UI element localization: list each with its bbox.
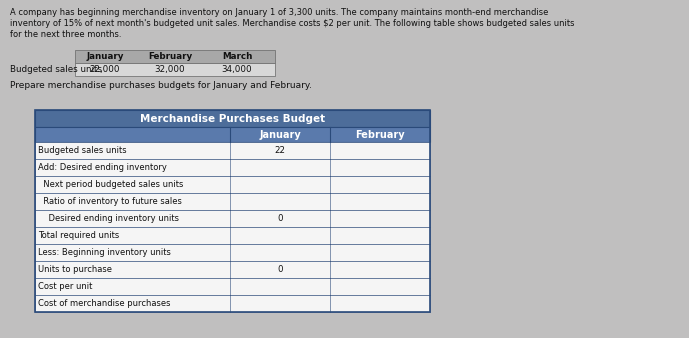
Text: 34,000: 34,000	[222, 65, 252, 74]
Text: Prepare merchandise purchases budgets for January and February.: Prepare merchandise purchases budgets fo…	[10, 81, 312, 90]
Text: 22,000: 22,000	[90, 65, 121, 74]
Text: Ratio of inventory to future sales: Ratio of inventory to future sales	[38, 197, 182, 206]
Text: 32,000: 32,000	[155, 65, 185, 74]
Text: March: March	[222, 52, 252, 61]
Text: Units to purchase: Units to purchase	[38, 265, 112, 274]
Text: February: February	[148, 52, 192, 61]
Text: Budgeted sales units: Budgeted sales units	[38, 146, 127, 155]
Bar	[35, 295, 430, 312]
Text: Less: Beginning inventory units: Less: Beginning inventory units	[38, 248, 171, 257]
Bar	[35, 227, 430, 244]
Bar	[35, 159, 430, 176]
Text: January: January	[86, 52, 124, 61]
Bar	[35, 210, 430, 227]
Text: Total required units: Total required units	[38, 231, 119, 240]
Bar	[35, 244, 430, 261]
Bar	[35, 142, 430, 159]
Text: inventory of 15% of next month's budgeted unit sales. Merchandise costs $2 per u: inventory of 15% of next month's budgete…	[10, 19, 575, 28]
Text: for the next three months.: for the next three months.	[10, 30, 121, 39]
Text: Add: Desired ending inventory: Add: Desired ending inventory	[38, 163, 167, 172]
Text: January: January	[259, 129, 301, 140]
Text: Next period budgeted sales units: Next period budgeted sales units	[38, 180, 183, 189]
Bar	[75, 50, 275, 63]
Bar	[35, 193, 430, 210]
Text: Cost of merchandise purchases: Cost of merchandise purchases	[38, 299, 170, 308]
Bar	[35, 278, 430, 295]
Text: February: February	[356, 129, 405, 140]
Bar	[35, 261, 430, 278]
Bar	[35, 176, 430, 193]
Text: 22: 22	[274, 146, 285, 155]
Bar	[35, 127, 430, 142]
Text: 0: 0	[277, 265, 282, 274]
Text: Desired ending inventory units: Desired ending inventory units	[38, 214, 179, 223]
Text: Merchandise Purchases Budget: Merchandise Purchases Budget	[140, 114, 325, 123]
Bar	[75, 63, 275, 76]
Bar	[35, 110, 430, 312]
Bar	[35, 110, 430, 127]
Text: Budgeted sales units: Budgeted sales units	[10, 65, 102, 74]
Text: 0: 0	[277, 214, 282, 223]
Text: A company has beginning merchandise inventory on January 1 of 3,300 units. The c: A company has beginning merchandise inve…	[10, 8, 548, 17]
Text: Cost per unit: Cost per unit	[38, 282, 92, 291]
